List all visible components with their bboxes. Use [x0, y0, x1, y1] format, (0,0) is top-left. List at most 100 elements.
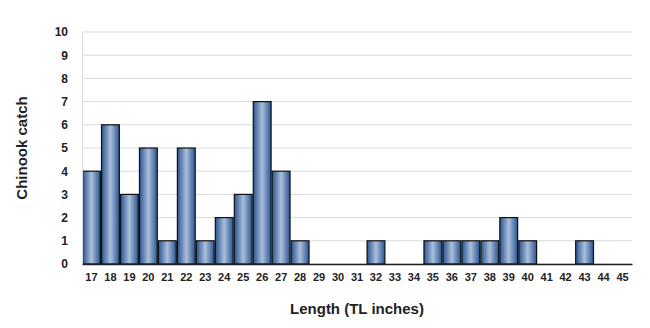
x-tick: 23: [199, 264, 211, 283]
x-tick-label: 26: [256, 271, 268, 283]
x-tick: 17: [85, 264, 97, 283]
x-tick-label: 31: [351, 271, 363, 283]
x-tick: 45: [616, 264, 628, 283]
x-tick-label: 35: [427, 271, 439, 283]
x-tick: 25: [237, 264, 249, 283]
x-tick: 40: [522, 264, 534, 283]
x-tick-label: 23: [199, 271, 211, 283]
y-tick-label: 9: [61, 49, 68, 63]
y-tick: 6: [61, 118, 82, 132]
bar: [519, 241, 537, 264]
grid-line: [82, 55, 632, 56]
x-tick-label: 32: [370, 271, 382, 283]
bar: [121, 194, 139, 264]
plot: 0123456789101718192021222324252627282930…: [55, 25, 633, 282]
x-tick: 42: [559, 264, 571, 283]
bar: [481, 241, 499, 264]
bar: [462, 241, 480, 264]
x-axis: 17 18 19 20 21 22 23 24 25 26 27 28 29 30 31 32 33 34 35 36…: [83, 264, 633, 283]
y-axis-line: [82, 33, 83, 265]
y-tick: 7: [61, 95, 82, 109]
y-tick-label: 8: [61, 72, 68, 86]
x-tick: 37: [465, 264, 477, 283]
y-tick: 2: [61, 211, 82, 225]
y-axis-title: Chinook catch: [13, 96, 30, 199]
y-tick: 1: [61, 234, 82, 248]
x-tick-label: 19: [123, 271, 135, 283]
x-tick-label: 17: [85, 271, 97, 283]
x-tick: 19: [123, 264, 135, 283]
bar: [291, 241, 309, 264]
bar: [272, 171, 290, 264]
x-tick-label: 25: [237, 271, 249, 283]
y-tick: 0: [61, 257, 82, 271]
bar: [576, 241, 594, 264]
bar: [102, 125, 120, 264]
grid-line: [82, 124, 632, 125]
y-tick-label: 4: [61, 165, 68, 179]
x-tick-label: 28: [294, 271, 306, 283]
y-axis: 0 1 2 3 4 5 6 7 8 9 10: [55, 25, 83, 271]
x-tick-label: 39: [503, 271, 515, 283]
x-tick: 28: [294, 264, 306, 283]
bar: [139, 148, 157, 264]
y-tick-label: 7: [61, 95, 68, 109]
x-tick: 31: [351, 264, 363, 283]
x-tick-label: 18: [104, 271, 116, 283]
bar: [234, 194, 252, 264]
grid-line: [82, 78, 632, 79]
x-tick: 38: [484, 264, 496, 283]
chart: 0123456789101718192021222324252627282930…: [0, 0, 650, 328]
y-tick: 10: [55, 25, 82, 39]
bar: [500, 218, 518, 264]
y-tick: 9: [61, 49, 82, 63]
x-tick: 35: [427, 264, 439, 283]
x-tick: 44: [597, 264, 610, 283]
x-tick: 22: [180, 264, 192, 283]
x-tick-label: 21: [161, 271, 173, 283]
y-tick-label: 2: [61, 211, 68, 225]
x-tick-label: 38: [484, 271, 496, 283]
x-tick: 20: [142, 264, 154, 283]
y-tick: 5: [61, 141, 82, 155]
grid: [82, 32, 632, 264]
x-tick-label: 37: [465, 271, 477, 283]
x-tick-label: 44: [597, 271, 610, 283]
x-tick-label: 36: [446, 271, 458, 283]
x-tick: 32: [370, 264, 382, 283]
x-tick: 26: [256, 264, 268, 283]
x-axis-line: [83, 264, 633, 266]
y-tick: 3: [61, 188, 82, 202]
x-tick: 21: [161, 264, 173, 283]
bar: [253, 102, 271, 264]
bar: [424, 241, 442, 264]
x-tick: 30: [332, 264, 344, 283]
grid-line: [82, 148, 632, 149]
y-tick-label: 6: [61, 118, 68, 132]
x-tick: 24: [218, 264, 231, 283]
x-tick-label: 27: [275, 271, 287, 283]
x-tick-label: 33: [389, 271, 401, 283]
y-tick-label: 0: [61, 257, 68, 271]
x-tick: 33: [389, 264, 401, 283]
grid-line: [82, 101, 632, 102]
x-axis-title: Length (TL inches): [290, 300, 424, 317]
bar: [215, 218, 233, 264]
x-tick: 29: [313, 264, 325, 283]
grid-line: [82, 171, 632, 172]
bar: [177, 148, 195, 264]
y-tick-label: 3: [61, 188, 68, 202]
grid-line: [82, 217, 632, 218]
y-tick: 8: [61, 72, 82, 86]
x-tick-label: 29: [313, 271, 325, 283]
x-tick-label: 41: [541, 271, 553, 283]
grid-line: [82, 32, 632, 33]
x-tick: 36: [446, 264, 458, 283]
x-tick-label: 20: [142, 271, 154, 283]
grid-line: [82, 194, 632, 195]
bar: [158, 241, 176, 264]
x-tick-label: 34: [408, 271, 421, 283]
y-tick-label: 1: [61, 234, 68, 248]
x-tick-label: 22: [180, 271, 192, 283]
bar: [196, 241, 214, 264]
